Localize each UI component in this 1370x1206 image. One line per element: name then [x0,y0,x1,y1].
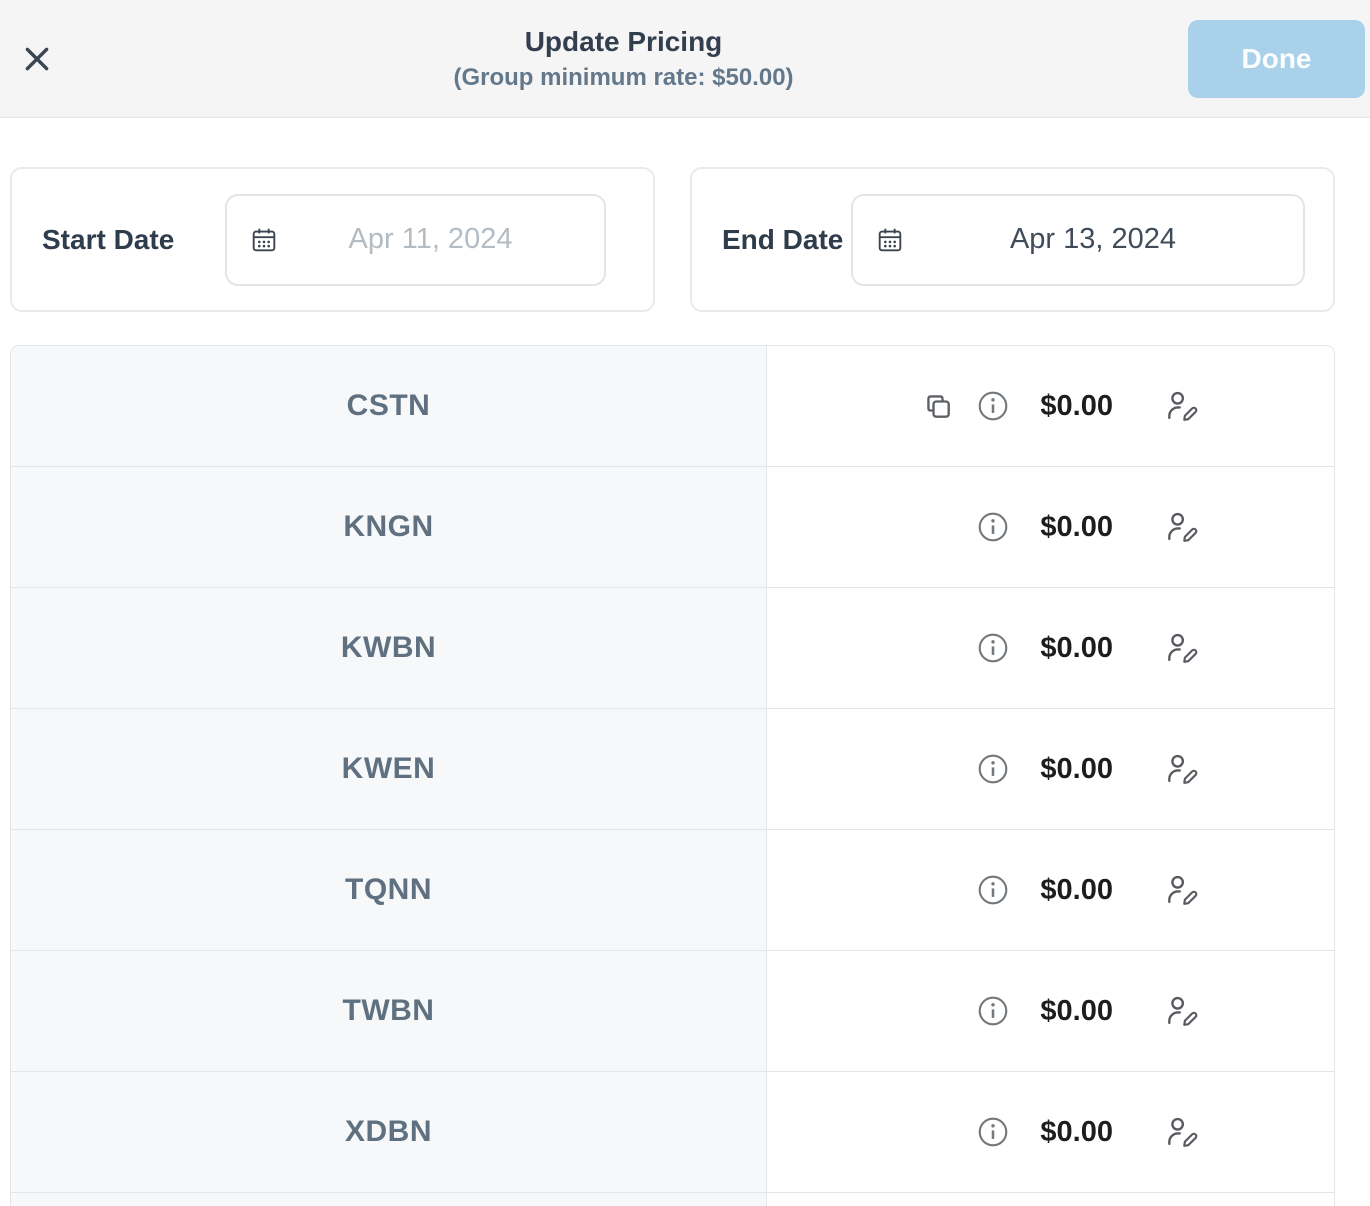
modal-content: Start Date Apr 11, 2024 End Date [0,118,1370,1206]
room-code-label: CSTN [346,389,431,422]
room-code-label: TQNN [345,873,432,906]
copy-rate-button[interactable] [920,388,956,424]
date-range-section: Start Date Apr 11, 2024 End Date [10,167,1335,312]
room-code-label: KWEN [341,752,436,785]
edit-rate-button[interactable] [1161,750,1199,788]
info-icon [979,754,1008,784]
table-row: TWBN $0.00 [11,951,1334,1072]
room-code-cell [11,1193,767,1206]
room-code-cell: KNGN [11,467,767,587]
modal-title: Update Pricing [524,25,723,57]
close-icon [25,47,49,70]
user-edit-icon [1168,512,1198,542]
title-block: Update Pricing (Group minimum rate: $50.… [59,25,1188,93]
rate-value: $0.00 [1040,1115,1113,1148]
edit-rate-button[interactable] [1161,992,1199,1030]
rate-info-button[interactable] [976,510,1010,544]
modal-header: Update Pricing (Group minimum rate: $50.… [0,0,1370,118]
modal-subtitle: (Group minimum rate: $50.00) [453,63,794,91]
rate-value: $0.00 [1040,752,1113,785]
rate-info-button[interactable] [976,873,1010,907]
room-code-cell: TWBN [11,951,767,1071]
rate-cell: $0.00 [767,951,1334,1071]
info-icon [979,633,1008,663]
info-icon [979,391,1008,421]
edit-rate-button[interactable] [1161,871,1199,909]
info-icon [979,875,1008,905]
edit-rate-button[interactable] [1161,629,1199,667]
user-edit-icon [1168,875,1198,905]
calendar-icon [252,228,276,251]
rate-cell: $0.00 [767,709,1334,829]
user-edit-icon [1168,996,1198,1026]
copy-icon [927,395,951,418]
calendar-icon [878,228,902,251]
pricing-table: CSTN $0.00 KNGN $0.00 KWBN $0.00 KWEN $0.00 TQNN… [10,345,1335,1206]
rate-value: $0.00 [1040,994,1113,1027]
edit-rate-button[interactable] [1161,387,1199,425]
room-code-label: KWBN [340,631,437,664]
room-code-cell: XDBN [11,1072,767,1192]
user-edit-icon [1168,633,1198,663]
room-code-label: XDBN [344,1115,432,1148]
rate-info-button[interactable] [976,1115,1010,1149]
start-date-card: Start Date Apr 11, 2024 [10,167,655,312]
table-row: KWBN $0.00 [11,588,1334,709]
end-date-value: Apr 13, 2024 [1009,223,1177,255]
room-code-cell: CSTN [11,346,767,466]
room-code-label: TWBN [342,994,435,1027]
rate-cell: $0.00 [767,588,1334,708]
rate-value: $0.00 [1040,510,1113,543]
rate-info-button[interactable] [976,389,1010,423]
rate-cell: $0.00 [767,1072,1334,1192]
rate-cell: $0.00 [767,467,1334,587]
table-row [11,1193,1334,1206]
user-edit-icon [1168,1117,1198,1147]
table-row: XDBN $0.00 [11,1072,1334,1193]
room-code-cell: KWEN [11,709,767,829]
room-code-cell: KWBN [11,588,767,708]
rate-value: $0.00 [1040,631,1113,664]
table-row: KNGN $0.00 [11,467,1334,588]
room-code-cell: TQNN [11,830,767,950]
end-date-label: End Date [722,223,844,255]
start-date-value: Apr 11, 2024 [348,223,513,255]
rate-info-button[interactable] [976,994,1010,1028]
start-date-input[interactable]: Apr 11, 2024 [225,193,606,286]
rate-info-button[interactable] [976,631,1010,665]
rate-info-button[interactable] [976,752,1010,786]
rate-cell [767,1193,1334,1206]
edit-rate-button[interactable] [1161,508,1199,546]
room-code-label: KNGN [343,510,434,543]
user-edit-icon [1168,754,1198,784]
rate-value: $0.00 [1040,873,1113,906]
close-button[interactable] [15,37,59,81]
end-date-card: End Date Apr 13, 2024 [690,167,1335,312]
info-icon [979,1117,1008,1147]
rate-cell: $0.00 [767,346,1334,466]
table-row: TQNN $0.00 [11,830,1334,951]
rate-cell: $0.00 [767,830,1334,950]
user-edit-icon [1168,391,1198,421]
info-icon [979,512,1008,542]
table-row: CSTN $0.00 [11,346,1334,467]
end-date-input[interactable]: Apr 13, 2024 [851,193,1305,286]
info-icon [979,996,1008,1026]
done-button[interactable]: Done [1188,19,1365,98]
edit-rate-button[interactable] [1161,1113,1199,1151]
start-date-label: Start Date [42,223,175,255]
table-row: KWEN $0.00 [11,709,1334,830]
rate-value: $0.00 [1040,389,1113,422]
